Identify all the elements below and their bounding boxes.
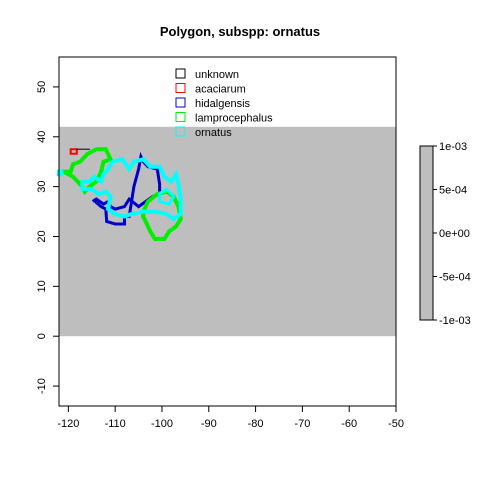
y-tick-label: 50 [36, 81, 48, 93]
y-tick-label: 30 [36, 181, 48, 193]
legend-label-unknown: unknown [195, 69, 239, 81]
x-tick-label: -70 [294, 418, 310, 430]
x-tick-label: -50 [388, 418, 404, 430]
legend-swatch-hidalgensis [175, 97, 186, 108]
legend: unknown acaciarum hidalgensis lamprocephalu… [175, 68, 273, 139]
legend-swatch-unknown [175, 68, 186, 79]
chart-title: Polygon, subspp: ornatus [159, 24, 321, 39]
y-tick-label: 20 [36, 230, 48, 242]
x-tick-label: -80 [248, 418, 264, 430]
colorbar: 1e-03 5e-04 0e+00 -5e-04 -1e-03 [419, 141, 471, 327]
x-tick-label: -90 [201, 418, 217, 430]
legend-label-hidalgensis: hidalgensis [195, 98, 251, 110]
legend-label-lamprocephalus: lamprocephalus [195, 113, 273, 125]
legend-swatch-lamprocephalus [175, 112, 186, 122]
polygon-ornatus-6 [80, 156, 183, 222]
y-tick-label: 0 [36, 333, 48, 339]
colorbar-tick-label: -1e-03 [439, 315, 471, 327]
polygon-ornatus-7 [157, 187, 176, 206]
y-tick-label: -10 [36, 378, 48, 394]
legend-label-acaciarum: acaciarum [195, 84, 246, 96]
legend-swatch-ornatus [175, 126, 186, 137]
colorbar-tick-label: 5e-04 [439, 185, 467, 197]
colorbar-tick-label: 1e-03 [439, 141, 467, 153]
legend-label-ornatus: ornatus [195, 127, 232, 139]
y-tick-label: 40 [36, 131, 48, 143]
x-tick-label: -110 [105, 418, 126, 430]
colorbar-tick-label: 0e+00 [439, 228, 470, 240]
legend-swatch-acaciarum [175, 83, 186, 93]
colorbar-tick-label: -5e-04 [439, 272, 471, 284]
x-axis: -120 -110 -100 -90 -80 -70 -60 -50 [57, 405, 404, 430]
y-tick-label: 10 [36, 280, 48, 292]
y-axis: -10 0 10 20 30 40 50 [36, 81, 60, 394]
x-tick-label: -100 [151, 418, 173, 430]
colorbar-bar [419, 145, 434, 321]
polygon-acaciarum-0 [69, 148, 78, 155]
x-tick-label: -60 [341, 418, 357, 430]
polygon-layer [57, 147, 183, 241]
polygon-hidalgensis-2 [91, 151, 162, 226]
x-tick-label: -120 [57, 418, 79, 430]
